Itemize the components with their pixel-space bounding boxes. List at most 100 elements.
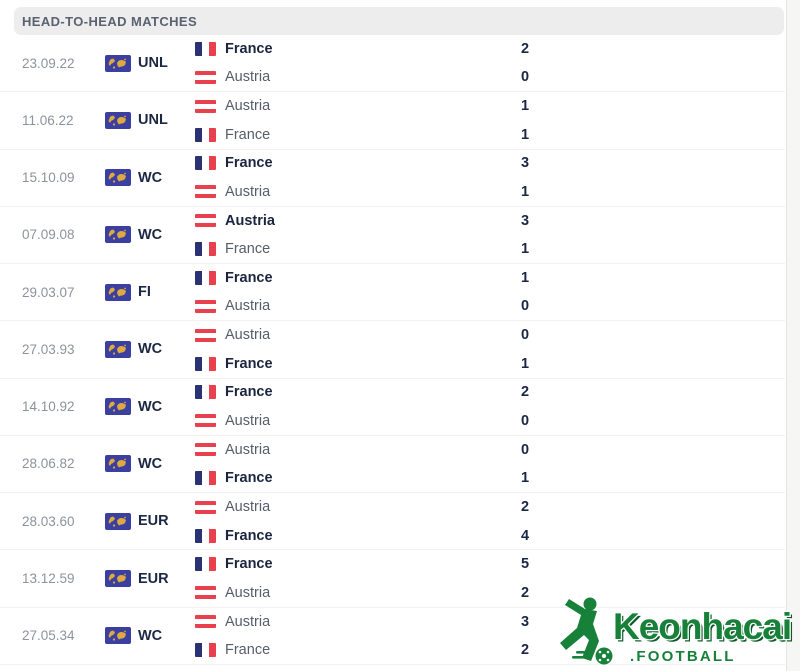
teams-cell: Austria 3 France 1 — [195, 206, 545, 263]
globe-badge-icon — [105, 512, 131, 530]
france-flag-icon — [195, 356, 216, 371]
match-date: 15.10.09 — [22, 170, 75, 186]
team-name: France — [225, 155, 273, 172]
team-line: France 1 — [195, 235, 545, 264]
france-flag-icon — [195, 242, 216, 257]
france-flag-icon — [195, 385, 216, 400]
globe-badge-icon — [105, 226, 131, 244]
austria-flag-icon — [195, 414, 216, 428]
team-line: Austria 2 — [195, 493, 545, 522]
team-score: 0 — [520, 412, 530, 429]
team-score: 0 — [520, 69, 530, 86]
team-score: 1 — [520, 126, 530, 143]
match-date: 29.03.07 — [22, 284, 75, 300]
team-score: 1 — [520, 183, 530, 200]
match-row[interactable]: 15.10.09 WC France 3 Austria — [0, 150, 785, 207]
globe-badge-icon — [105, 455, 131, 473]
competition-cell: WC — [105, 340, 195, 358]
match-row[interactable]: 28.06.82 WC Austria 0 France — [0, 436, 785, 494]
match-row[interactable]: 27.05.34 WC Austria 3 France — [0, 608, 785, 665]
section-title: HEAD-TO-HEAD MATCHES — [22, 13, 198, 29]
austria-flag-icon — [195, 500, 216, 514]
austria-flag-icon — [195, 615, 216, 629]
match-date: 13.12.59 — [22, 571, 75, 587]
competition-code: WC — [138, 169, 163, 186]
match-row[interactable]: 07.09.08 WC Austria 3 France — [0, 206, 785, 265]
watermark-brand-shadow: Keonhacai — [616, 609, 794, 650]
team-score: 2 — [520, 499, 530, 516]
competition-cell: WC — [105, 398, 195, 416]
globe-badge-icon — [105, 398, 131, 416]
match-row[interactable]: 29.03.07 FI France 1 Austria — [0, 264, 785, 322]
teams-cell: Austria 0 France 1 — [195, 321, 545, 378]
match-date: 14.10.92 — [22, 399, 75, 415]
match-date: 07.09.08 — [22, 227, 75, 243]
globe-badge-icon — [105, 169, 131, 187]
team-score: 3 — [520, 613, 530, 630]
france-flag-icon — [195, 156, 216, 171]
team-name: Austria — [225, 584, 271, 601]
globe-badge-icon — [105, 570, 131, 588]
austria-flag-icon — [195, 99, 216, 113]
competition-code: WC — [138, 226, 163, 243]
team-name: Austria — [225, 212, 275, 229]
teams-cell: France 1 Austria 0 — [195, 264, 545, 321]
austria-flag-icon — [195, 70, 216, 84]
team-score: 3 — [520, 212, 530, 229]
team-name: Austria — [225, 613, 271, 630]
team-name: France — [225, 355, 273, 372]
team-line: Austria 2 — [195, 579, 545, 608]
team-score: 4 — [520, 527, 530, 544]
team-score: 2 — [520, 584, 530, 601]
globe-badge-icon — [105, 340, 131, 358]
match-row[interactable]: 23.09.22 UNL France 2 Austria — [0, 35, 785, 93]
match-row[interactable]: 14.10.92 WC France 2 Austria — [0, 379, 785, 436]
teams-cell: France 2 Austria 0 — [195, 378, 545, 435]
team-line: France 2 — [195, 378, 545, 407]
teams-cell: Austria 3 France 2 — [195, 607, 545, 664]
team-name: Austria — [225, 412, 271, 429]
team-line: France 2 — [195, 35, 545, 64]
teams-cell: France 2 Austria 0 — [195, 35, 545, 92]
teams-cell: Austria 2 France 4 — [195, 493, 545, 550]
team-line: France 5 — [195, 550, 545, 579]
competition-cell: EUR — [105, 512, 195, 530]
austria-flag-icon — [195, 443, 216, 457]
team-name: France — [225, 126, 271, 143]
team-name: Austria — [225, 327, 271, 344]
match-row[interactable]: 13.12.59 EUR France 5 Austria — [0, 550, 785, 608]
competition-code: WC — [138, 341, 163, 358]
match-row[interactable]: 28.03.60 EUR Austria 2 France — [0, 493, 785, 551]
competition-code: WC — [138, 398, 163, 415]
competition-cell: UNL — [105, 111, 195, 129]
match-date: 23.09.22 — [22, 55, 75, 71]
team-score: 0 — [520, 441, 530, 458]
match-row[interactable]: 11.06.22 UNL Austria 1 France — [0, 92, 785, 150]
match-date: 28.03.60 — [22, 513, 75, 529]
competition-cell: WC — [105, 627, 195, 645]
match-date: 28.06.82 — [22, 456, 75, 472]
competition-cell: EUR — [105, 570, 195, 588]
team-score: 2 — [520, 642, 530, 659]
austria-flag-icon — [195, 214, 216, 228]
soccer-ball-icon — [595, 647, 613, 665]
team-score: 2 — [520, 40, 530, 57]
team-score: 0 — [520, 298, 530, 315]
teams-cell: Austria 0 France 1 — [195, 436, 545, 493]
team-name: Austria — [225, 69, 271, 86]
competition-code: UNL — [138, 112, 168, 129]
teams-cell: France 5 Austria 2 — [195, 550, 545, 607]
france-flag-icon — [195, 643, 216, 658]
match-row[interactable]: 27.03.93 WC Austria 0 France — [0, 321, 785, 379]
match-date: 11.06.22 — [22, 112, 74, 128]
teams-cell: France 3 Austria 1 — [195, 149, 545, 206]
keonhacai-watermark: Keonhacai Keonhacai .FOOTBALL — [560, 597, 795, 666]
team-line: Austria 3 — [195, 607, 545, 636]
france-flag-icon — [195, 557, 216, 572]
austria-flag-icon — [195, 328, 216, 342]
austria-flag-icon — [195, 586, 216, 600]
competition-code: EUR — [138, 513, 169, 530]
france-flag-icon — [195, 471, 216, 486]
team-score: 2 — [520, 384, 530, 401]
